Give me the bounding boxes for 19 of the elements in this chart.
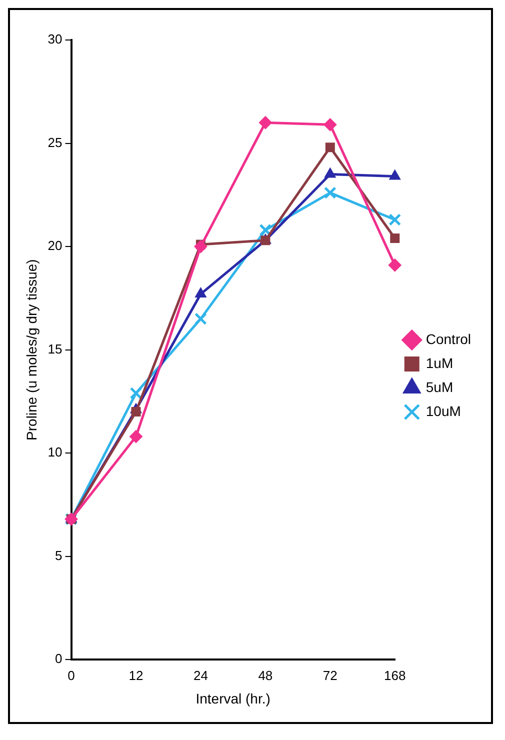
y-axis-title: Proline (u moles/g dry tissue) xyxy=(23,259,40,440)
y-tick-label: 20 xyxy=(48,238,62,254)
y-tick-label: 15 xyxy=(48,341,62,356)
x-tick-label: 0 xyxy=(68,668,75,683)
legend-label: 5uM xyxy=(426,378,454,395)
x-tick-label: 48 xyxy=(258,668,273,683)
x-tick-label: 24 xyxy=(193,668,208,683)
y-tick-label: 30 xyxy=(48,32,62,47)
x-tick-label: 72 xyxy=(322,668,338,683)
legend-label: 10uM xyxy=(426,402,461,419)
x-tick-label: 12 xyxy=(128,668,144,683)
x-tick-label: 168 xyxy=(384,668,406,683)
y-tick-label: 0 xyxy=(55,651,62,666)
x-axis-title: Interval (hr.) xyxy=(196,690,270,706)
y-tick-label: 10 xyxy=(48,444,62,460)
y-tick-label: 5 xyxy=(55,548,62,563)
legend-label: 1uM xyxy=(426,354,454,371)
legend-label: Control xyxy=(426,330,472,347)
y-tick-label: 25 xyxy=(48,134,62,150)
